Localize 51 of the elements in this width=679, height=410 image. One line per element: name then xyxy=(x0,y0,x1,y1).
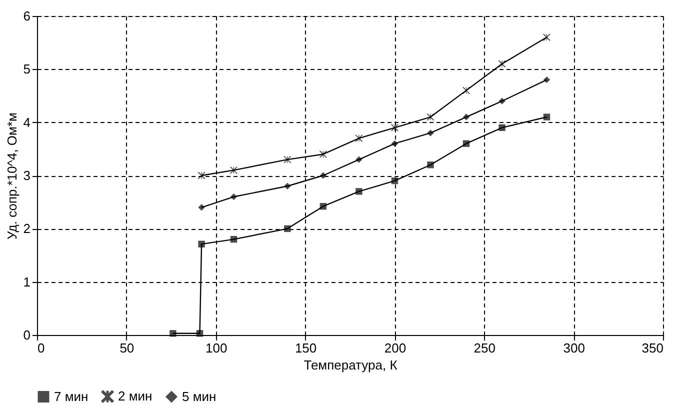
point xyxy=(230,193,238,200)
x-tick-label: 50 xyxy=(120,340,134,356)
point xyxy=(462,114,470,120)
y-tick-label: 2 xyxy=(23,221,30,236)
point xyxy=(356,156,362,163)
y-tick-label: 0 xyxy=(23,328,30,342)
y-tick-label: 4 xyxy=(23,114,30,130)
y-tick-label: 5 xyxy=(23,62,30,77)
point xyxy=(356,188,362,195)
point xyxy=(196,330,204,337)
y-tick-label: 3 xyxy=(23,168,30,183)
y-tick-label: 1 xyxy=(23,274,30,290)
point xyxy=(391,124,398,132)
point xyxy=(391,177,398,184)
x-tick-label: 200 xyxy=(384,340,406,356)
point xyxy=(427,130,434,136)
point xyxy=(498,60,506,68)
point xyxy=(543,76,550,84)
point xyxy=(426,113,434,121)
point xyxy=(198,204,205,211)
point xyxy=(319,150,327,158)
x-tick-label: 350 xyxy=(642,340,664,356)
point xyxy=(284,182,291,190)
point xyxy=(498,124,506,132)
x-axis-title: Температура, К xyxy=(304,358,398,372)
point xyxy=(198,172,206,180)
x-tick-label: 300 xyxy=(563,340,585,356)
x-tick-label: 0 xyxy=(38,340,45,356)
legend-label: 7 мин xyxy=(54,388,88,404)
y-axis-title: Уд. сопр.*10^4, Ом*м xyxy=(4,112,20,240)
legend-label: 2 мин xyxy=(118,388,152,404)
point xyxy=(284,156,292,164)
point xyxy=(498,98,506,104)
y-tick-label: 6 xyxy=(23,8,30,24)
x-tick-label: 150 xyxy=(294,340,317,356)
point xyxy=(391,140,398,147)
point xyxy=(198,240,205,248)
point xyxy=(230,166,238,174)
point xyxy=(543,114,550,120)
point xyxy=(230,236,238,243)
point xyxy=(462,140,470,147)
point xyxy=(320,202,327,210)
point xyxy=(543,34,550,41)
x-tick-label: 100 xyxy=(206,340,228,356)
point xyxy=(320,172,327,179)
point xyxy=(284,225,291,232)
legend-label: 5 мин xyxy=(182,388,216,404)
point xyxy=(427,162,434,168)
x-tick-label: 250 xyxy=(474,340,496,356)
point xyxy=(170,330,176,337)
point xyxy=(355,134,363,142)
